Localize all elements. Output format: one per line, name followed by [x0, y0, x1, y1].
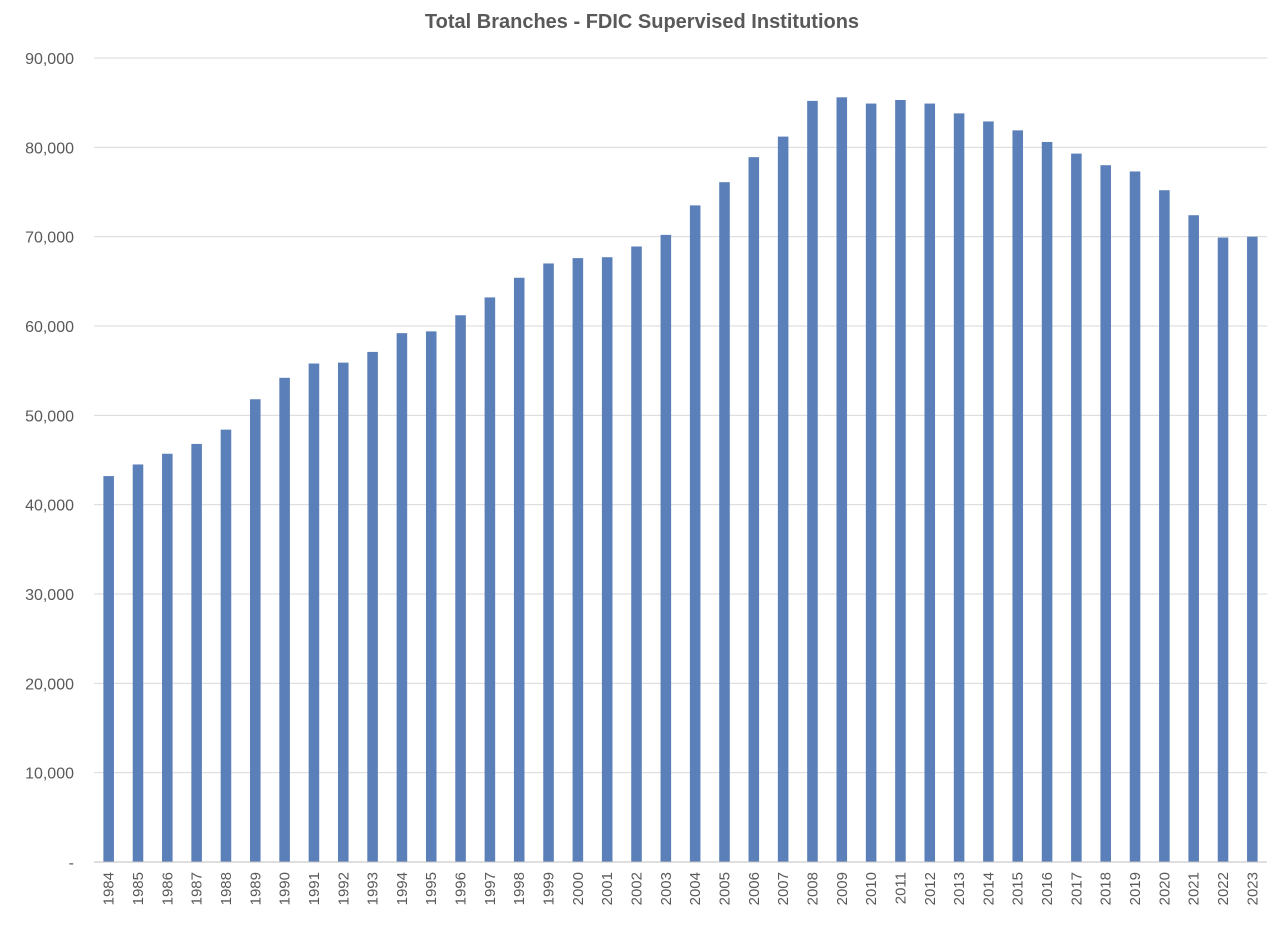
x-tick-label: 1992 — [335, 872, 352, 905]
y-tick-label: 90,000 — [25, 51, 74, 68]
bar-2012 — [924, 103, 936, 862]
bar-1998 — [513, 277, 525, 862]
bar-1992 — [337, 362, 349, 862]
x-tick-label: 2004 — [687, 872, 704, 905]
bar-2019 — [1129, 171, 1141, 862]
x-tick-label: 1987 — [189, 872, 206, 905]
bar-2009 — [836, 97, 848, 863]
x-tick-label: 1989 — [247, 872, 264, 905]
y-tick-label: 70,000 — [25, 230, 74, 247]
bar-1984 — [103, 476, 114, 862]
x-tick-label: 2005 — [716, 872, 733, 905]
bar-2010 — [865, 103, 877, 862]
bar-2000 — [572, 258, 584, 862]
x-tick-label: 1996 — [453, 872, 470, 905]
x-tick-label: 1995 — [423, 872, 440, 905]
bar-1990 — [279, 377, 290, 862]
bar-1985 — [132, 464, 144, 862]
x-tick-label: 2011 — [892, 872, 909, 904]
bar-2003 — [660, 234, 672, 862]
x-axis-tick-labels: 1984 1985 1986 1987 1988 1989 1990 1991 1992 1993… — [101, 872, 1262, 905]
x-tick-label: 2015 — [1010, 872, 1027, 905]
bar-2001 — [601, 257, 613, 862]
chart-title: Total Branches - FDIC Supervised Institu… — [425, 11, 859, 33]
bar-2018 — [1100, 165, 1111, 862]
bars — [103, 97, 1258, 863]
bar-2023 — [1247, 236, 1258, 862]
bar-2004 — [689, 205, 701, 862]
x-tick-label: 2012 — [922, 872, 939, 905]
x-tick-label: 2008 — [804, 872, 821, 905]
bar-1989 — [250, 399, 261, 862]
x-tick-label: 1999 — [541, 872, 558, 905]
x-tick-label: 2014 — [980, 872, 997, 905]
x-tick-label: 2017 — [1068, 872, 1085, 905]
x-tick-label: 2001 — [599, 872, 616, 905]
bar-2006 — [748, 157, 760, 862]
bar-2002 — [631, 246, 642, 862]
bar-2020 — [1159, 190, 1170, 863]
x-tick-label: 2007 — [775, 872, 792, 905]
x-tick-label: 2006 — [746, 872, 763, 905]
bar-1988 — [220, 429, 232, 862]
bar-1991 — [308, 363, 320, 862]
bar-2015 — [1012, 130, 1024, 863]
y-tick-label: 10,000 — [25, 766, 74, 783]
x-tick-label: 2010 — [863, 872, 880, 905]
bar-2021 — [1188, 215, 1199, 862]
bar-2013 — [953, 113, 965, 863]
x-tick-label: 1997 — [482, 872, 499, 905]
bar-1986 — [162, 453, 173, 862]
x-tick-label: 1991 — [306, 872, 323, 905]
bar-2011 — [895, 99, 906, 862]
x-tick-label: 1993 — [365, 872, 382, 905]
bar-2008 — [807, 100, 818, 862]
bar-2016 — [1041, 141, 1053, 862]
x-tick-label: 1985 — [130, 872, 147, 905]
bar-2022 — [1217, 237, 1229, 862]
bar-1995 — [425, 331, 437, 862]
x-tick-label: 1990 — [277, 872, 294, 905]
y-tick-label: - — [69, 855, 74, 872]
y-tick-label: 40,000 — [25, 498, 74, 515]
x-tick-label: 2022 — [1215, 872, 1232, 905]
x-tick-label: 2023 — [1244, 872, 1261, 905]
gridlines — [94, 57, 1267, 774]
y-tick-label: 30,000 — [25, 587, 74, 604]
x-tick-label: 2002 — [629, 872, 646, 905]
bar-1994 — [396, 333, 408, 862]
bar-1993 — [367, 351, 378, 862]
bar-1996 — [455, 315, 466, 862]
y-axis-tick-labels: - 10,000 20,000 30,000 40,000 50,000 60,000 70,… — [25, 51, 74, 872]
x-tick-label: 2003 — [658, 872, 675, 905]
bar-1987 — [191, 443, 202, 862]
x-tick-label: 2000 — [570, 872, 587, 905]
x-tick-label: 1988 — [218, 872, 235, 905]
x-tick-label: 2018 — [1098, 872, 1115, 905]
x-tick-label: 2013 — [951, 872, 968, 905]
bar-2007 — [777, 136, 789, 862]
y-tick-label: 50,000 — [25, 408, 74, 425]
bar-2005 — [719, 182, 730, 862]
x-tick-label: 2019 — [1127, 872, 1144, 905]
bar-1999 — [543, 263, 554, 862]
bar-2017 — [1071, 153, 1082, 862]
x-tick-label: 1998 — [511, 872, 528, 905]
y-tick-label: 80,000 — [25, 140, 74, 157]
y-tick-label: 20,000 — [25, 676, 74, 693]
x-tick-label: 2020 — [1156, 872, 1173, 905]
x-tick-label: 2021 — [1186, 872, 1203, 905]
x-tick-label: 1994 — [394, 872, 411, 905]
bar-2014 — [983, 121, 994, 863]
x-tick-label: 1986 — [159, 872, 176, 905]
x-tick-label: 1984 — [101, 872, 118, 905]
y-tick-label: 60,000 — [25, 319, 74, 336]
x-tick-label: 2009 — [834, 872, 851, 905]
x-tick-label: 2016 — [1039, 872, 1056, 905]
bar-1997 — [484, 297, 496, 862]
